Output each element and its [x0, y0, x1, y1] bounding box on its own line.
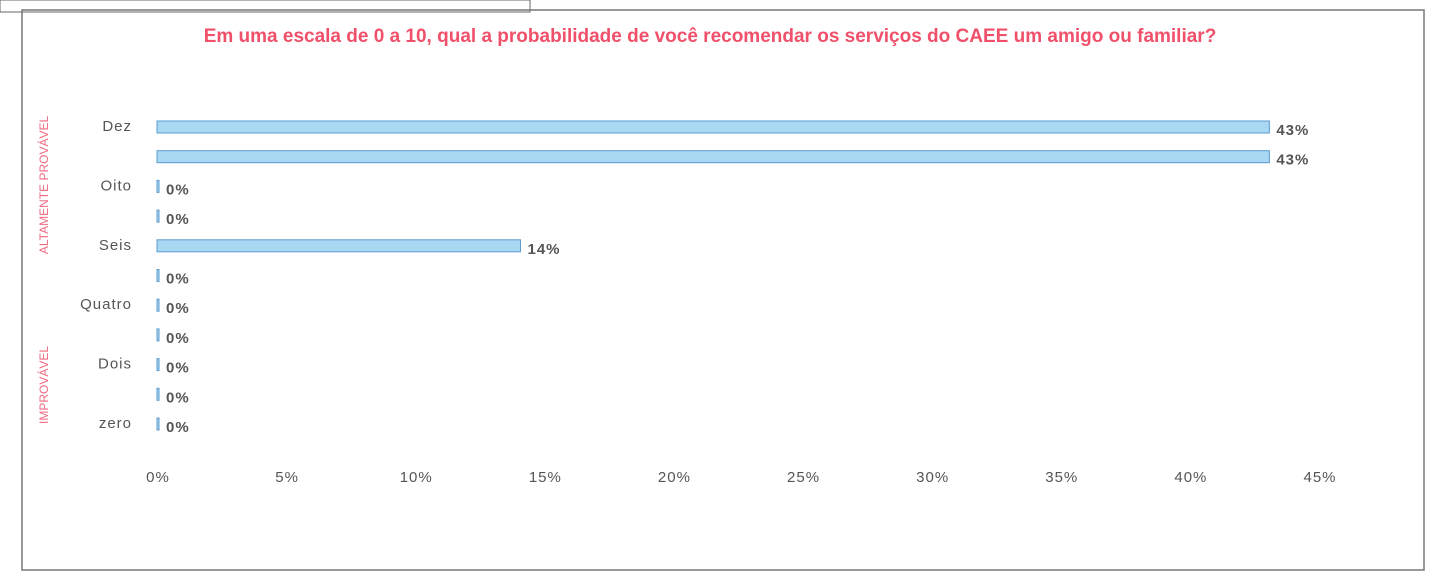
frame-fragment — [0, 0, 531, 13]
bar — [156, 269, 160, 282]
value-label: 14% — [528, 241, 561, 258]
bar — [156, 417, 160, 431]
value-label: 0% — [166, 270, 190, 287]
value-label: 43% — [1276, 152, 1309, 169]
annotation: ALTAMENTE PROVÁVEL — [36, 116, 51, 255]
y-tick-label: Oito — [100, 177, 132, 194]
bar — [156, 298, 160, 312]
value-label: 0% — [166, 300, 190, 317]
value-label: 0% — [166, 330, 190, 347]
y-tick-label: zero — [99, 415, 132, 432]
bar — [156, 358, 160, 372]
x-tick-label: 0% — [146, 469, 170, 486]
y-tick-label: Dois — [98, 356, 132, 373]
bar — [156, 239, 522, 253]
value-label: 0% — [166, 181, 190, 198]
bar — [156, 209, 160, 223]
y-tick-label: Dez — [102, 118, 132, 135]
x-tick-label: 25% — [787, 469, 820, 486]
x-tick-label: 15% — [529, 469, 562, 486]
y-tick-label: Seis — [99, 237, 132, 254]
x-tick-label: 20% — [658, 469, 691, 486]
bar — [156, 150, 1270, 164]
x-tick-label: 5% — [275, 469, 299, 486]
y-tick-label: Quatro — [80, 296, 132, 313]
bar — [156, 328, 160, 342]
annotation: IMPROVÁVEL — [36, 346, 51, 424]
x-tick-label: 45% — [1303, 469, 1336, 486]
value-label: 0% — [166, 419, 190, 436]
x-tick-label: 30% — [916, 469, 949, 486]
x-tick-label: 10% — [400, 469, 433, 486]
x-tick-label: 40% — [1174, 469, 1207, 486]
x-tick-label: 35% — [1045, 469, 1078, 486]
chart-title: Em uma escala de 0 a 10, qual a probabil… — [203, 26, 1217, 47]
value-label: 43% — [1276, 122, 1309, 139]
bar — [156, 120, 1270, 134]
value-label: 0% — [166, 389, 190, 406]
bar — [156, 387, 160, 401]
value-label: 0% — [166, 211, 190, 228]
bar — [156, 179, 160, 193]
value-label: 0% — [166, 360, 190, 377]
chart-frame — [21, 9, 1425, 571]
